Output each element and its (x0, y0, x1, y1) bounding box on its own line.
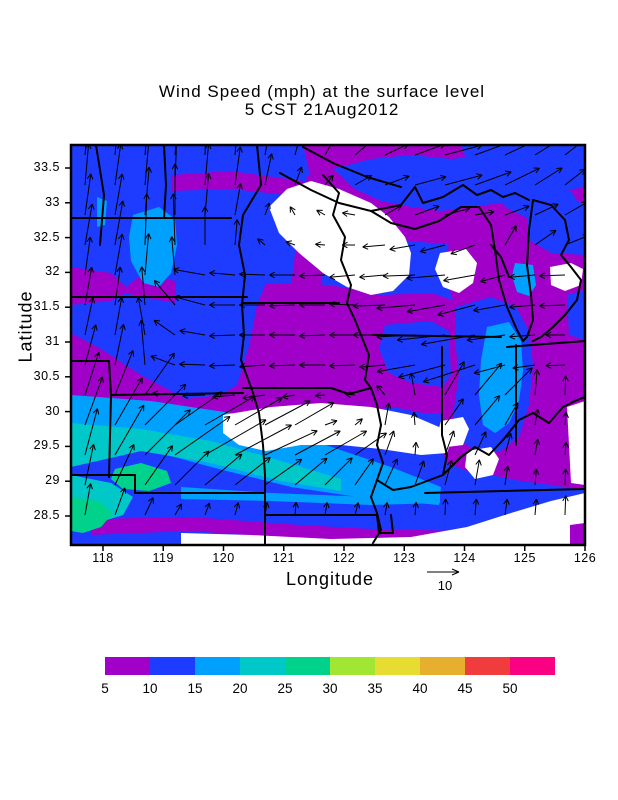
reference-vector-label: 10 (437, 578, 453, 593)
x-tick-label: 123 (393, 551, 416, 565)
state-border-line (238, 244, 266, 545)
colorbar-label: 10 (142, 681, 158, 696)
state-border-line (506, 340, 585, 348)
colorbar-label: 30 (322, 681, 338, 696)
x-tick-label: 126 (573, 551, 597, 565)
state-border-line (424, 488, 585, 494)
x-axis-label: Longitude (285, 569, 375, 589)
colorbar-segment (105, 657, 150, 675)
contour-region-lt5 (223, 403, 451, 455)
state-border-line (376, 396, 585, 491)
contour-region-lt5 (550, 263, 583, 291)
colorbar-label: 15 (187, 681, 203, 696)
state-border-line (490, 244, 510, 278)
colorbar-label: 50 (502, 681, 518, 696)
colorbar-label: 20 (232, 681, 248, 696)
map-svg (65, 143, 587, 551)
contour-region-15-20 (181, 487, 440, 505)
colorbar-label: 25 (277, 681, 293, 696)
colorbar-label: 45 (457, 681, 473, 696)
x-tick-label: 124 (453, 551, 476, 565)
x-tick-label: 121 (272, 551, 295, 565)
chart-subtitle-datetime: 5 CST 21Aug2012 (244, 100, 400, 119)
chart-title: Wind Speed (mph) at the surface level (158, 82, 486, 101)
colorbar-segment (285, 657, 330, 675)
x-tick-label: 125 (513, 551, 536, 565)
state-border-line (242, 387, 372, 395)
map-plot-area (65, 143, 587, 551)
y-tick-label: 30.5 (33, 368, 60, 383)
y-tick-label: 33.5 (33, 160, 60, 174)
wind-vector-field (84, 145, 585, 516)
contour-region-lt5 (435, 249, 477, 293)
state-border-line (95, 145, 105, 246)
colorbar-segment (240, 657, 285, 675)
contour-region-15-20 (129, 207, 177, 287)
state-border-line (108, 394, 112, 478)
y-tick-label: 33 (45, 194, 60, 209)
y-tick-label: 32 (45, 264, 60, 279)
x-tick-label: 120 (212, 551, 235, 565)
y-tick-label: 31 (45, 334, 60, 348)
y-tick-label: 31.5 (33, 299, 60, 314)
state-border-line (238, 145, 262, 246)
state-border-line (441, 346, 448, 476)
state-border-line (532, 199, 582, 342)
state-border-line (522, 199, 534, 342)
contour-region-15-20 (71, 395, 441, 505)
contour-region-10-15 (461, 145, 585, 195)
colorbar-label: 40 (412, 681, 428, 696)
reference-vector-arrow (427, 568, 460, 576)
contour-region-10-15 (567, 290, 585, 340)
colorbar-label: 5 (101, 681, 109, 696)
contour-region-lt5 (567, 401, 585, 485)
y-tick-label: 29.5 (33, 438, 60, 453)
state-border-line (302, 146, 402, 188)
x-tick-label: 122 (332, 551, 356, 565)
colorbar-segment (510, 657, 555, 675)
state-border-line (279, 172, 530, 212)
colorbar-segment (375, 657, 420, 675)
state-border-line (71, 360, 244, 396)
contour-region-5-10 (570, 523, 585, 545)
y-tick-label: 28.5 (33, 508, 60, 522)
contour-region-lt5 (181, 493, 585, 545)
contour-region-25-30 (71, 497, 113, 533)
contour-region-20-25 (71, 423, 341, 491)
y-tick-label: 30 (45, 403, 60, 418)
colorbar-segment (420, 657, 465, 675)
state-border-line (370, 206, 478, 230)
y-tick-label: 29 (45, 473, 60, 488)
x-tick-label: 118 (92, 551, 114, 565)
state-border-line (163, 145, 167, 219)
colorbar-segment (150, 657, 195, 675)
contour-region-5-10 (171, 171, 303, 197)
contour-region-5-10 (91, 517, 467, 543)
x-tick-label: 119 (152, 551, 174, 565)
contour-region-15-20 (479, 322, 523, 433)
state-border-line (478, 206, 524, 342)
colorbar-segment (195, 657, 240, 675)
contour-region-lt5 (465, 447, 499, 479)
plot-frame (69, 143, 587, 547)
colorbar (105, 657, 555, 675)
contour-region-10-15 (379, 321, 451, 387)
y-tick-label: 32.5 (33, 229, 60, 244)
state-border-line (71, 474, 266, 494)
colorbar-segment (330, 657, 375, 675)
colorbar-label: 35 (367, 681, 383, 696)
colorbar-segment (465, 657, 510, 675)
tick-marks (65, 167, 586, 551)
